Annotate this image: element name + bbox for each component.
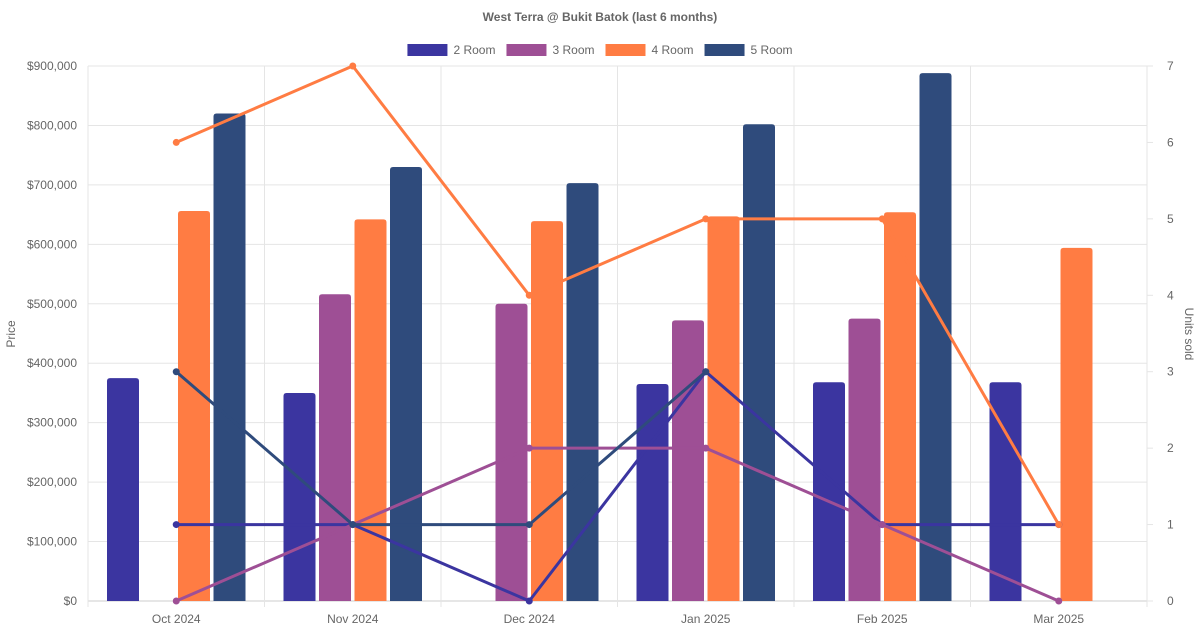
bars — [107, 73, 1093, 602]
point-4-room-mar-2025 — [1055, 521, 1063, 529]
y-axis-label: Price — [4, 320, 18, 348]
y-tick-label: $300,000 — [27, 416, 77, 430]
bar-4-room-feb-2025 — [884, 212, 916, 601]
y-tick-label: $0 — [64, 594, 78, 608]
y2-tick-label: 0 — [1167, 594, 1174, 608]
bar-3-room-feb-2025 — [848, 318, 881, 601]
point-2-room-oct-2024 — [172, 521, 180, 529]
point-5-room-dec-2024 — [525, 521, 533, 529]
bar-5-room-feb-2025 — [919, 73, 952, 602]
point-3-room-feb-2025 — [878, 521, 886, 529]
bar-5-room-oct-2024 — [213, 113, 246, 602]
y2-tick-label: 7 — [1167, 59, 1174, 73]
legend-item-5-room[interactable]: 5 Room — [704, 43, 793, 57]
legend-item-3-room[interactable]: 3 Room — [506, 43, 595, 57]
y-tick-label: $400,000 — [27, 356, 77, 370]
y2-tick-label: 4 — [1167, 288, 1174, 302]
point-5-room-nov-2024 — [349, 521, 357, 529]
bar-3-room-jan-2025 — [672, 320, 704, 601]
y2-tick-label: 5 — [1167, 212, 1174, 226]
y-axis-left: $0 $100,000 $200,000 $300,000 $400,000 $500,0… — [27, 59, 77, 608]
bar-5-room-dec-2024 — [566, 183, 599, 601]
legend-label: 4 Room — [652, 43, 694, 57]
bar-5-room-jan-2025 — [743, 124, 775, 601]
point-4-room-nov-2024 — [349, 62, 357, 70]
y-tick-label: $100,000 — [27, 535, 77, 549]
legend-label: 3 Room — [552, 43, 594, 57]
point-3-room-jan-2025 — [702, 444, 710, 452]
y2-tick-label: 6 — [1167, 135, 1174, 149]
bar-2-room-feb-2025 — [813, 382, 845, 601]
legend-swatch — [605, 44, 646, 56]
point-3-room-dec-2024 — [525, 444, 533, 452]
y2-tick-label: 1 — [1167, 518, 1174, 532]
point-4-room-dec-2024 — [525, 291, 533, 299]
bar-3-room-dec-2024 — [495, 303, 528, 601]
y-tick-label: $900,000 — [27, 59, 77, 73]
point-5-room-oct-2024 — [172, 368, 180, 376]
y-tick-label: $600,000 — [27, 237, 77, 251]
y-axis-right: 0 1 2 3 4 5 6 7 — [1147, 59, 1174, 608]
bar-2-room-mar-2025 — [989, 382, 1022, 601]
y-tick-label: $500,000 — [27, 297, 77, 311]
line-4-room — [175, 64, 1061, 526]
line-5-room — [175, 370, 707, 527]
x-tick-label: Nov 2024 — [327, 612, 379, 626]
bar-5-room-nov-2024 — [390, 167, 422, 602]
legend-swatch — [704, 44, 745, 56]
legend-item-2-room[interactable]: 2 Room — [407, 43, 495, 57]
y2-tick-label: 2 — [1167, 441, 1174, 455]
bar-3-room-nov-2024 — [319, 294, 351, 601]
chart-title: West Terra @ Bukit Batok (last 6 months) — [483, 10, 718, 24]
bar-4-room-mar-2025 — [1060, 247, 1093, 601]
point-3-room-mar-2025 — [1055, 597, 1063, 605]
y-tick-label: $700,000 — [27, 178, 77, 192]
legend-swatch — [407, 44, 448, 56]
bar-4-room-oct-2024 — [178, 211, 210, 602]
point-4-room-feb-2025 — [878, 215, 886, 223]
x-tick-label: Mar 2025 — [1033, 612, 1084, 626]
x-axis: Oct 2024 Nov 2024 Dec 2024 Jan 2025 Feb 2025… — [152, 612, 1085, 626]
y2-axis-label: Units sold — [1182, 308, 1196, 361]
x-tick-label: Oct 2024 — [152, 612, 201, 626]
legend: 2 Room 3 Room 4 Room 5 Room — [407, 43, 793, 57]
bar-2-room-oct-2024 — [107, 378, 139, 601]
legend-label: 2 Room — [453, 43, 495, 57]
y-tick-label: $800,000 — [27, 118, 77, 132]
legend-swatch — [506, 44, 547, 56]
bar-4-room-dec-2024 — [531, 221, 563, 601]
x-tick-label: Dec 2024 — [504, 612, 556, 626]
x-tick-label: Jan 2025 — [681, 612, 731, 626]
legend-label: 5 Room — [751, 43, 793, 57]
point-5-room-jan-2025 — [702, 368, 710, 376]
x-tick-label: Feb 2025 — [857, 612, 908, 626]
point-2-room-dec-2024 — [525, 597, 533, 605]
bar-2-room-nov-2024 — [283, 392, 316, 601]
line-2-room — [176, 370, 1059, 603]
bar-4-room-nov-2024 — [354, 219, 387, 601]
grid — [87, 65, 1148, 607]
y2-tick-label: 3 — [1167, 365, 1174, 379]
lines — [172, 62, 1063, 605]
point-3-room-oct-2024 — [172, 597, 180, 605]
point-4-room-oct-2024 — [172, 138, 180, 146]
point-4-room-jan-2025 — [702, 215, 710, 223]
bar-4-room-jan-2025 — [707, 216, 740, 601]
legend-item-4-room[interactable]: 4 Room — [605, 43, 694, 57]
y-tick-label: $200,000 — [27, 475, 77, 489]
bar-2-room-jan-2025 — [636, 384, 669, 601]
